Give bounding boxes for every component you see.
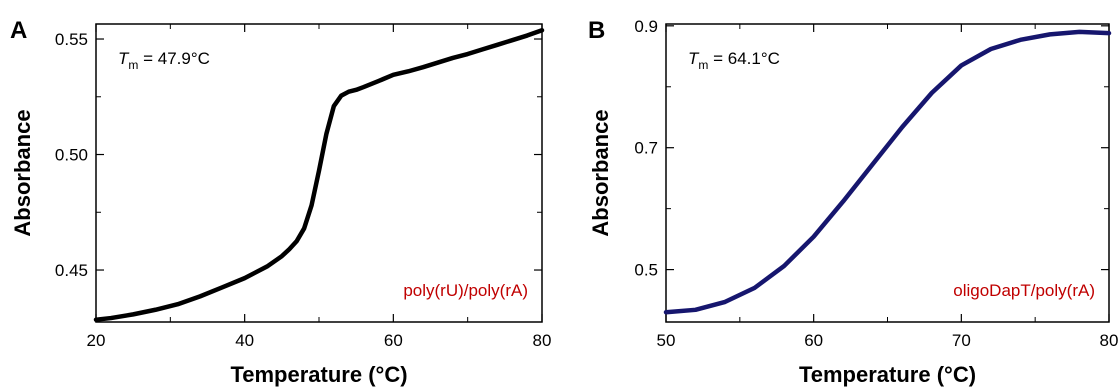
y-axis-title: Absorbance (10, 109, 35, 236)
x-axis-title: Temperature (°C) (230, 362, 407, 387)
y-tick-label: 0.9 (634, 17, 658, 36)
tm-subscript: m (128, 58, 138, 72)
tm-subscript: m (698, 58, 708, 72)
tm-value: = 64.1°C (708, 49, 780, 68)
x-tick-label: 80 (1100, 331, 1119, 350)
x-tick-label: 50 (657, 331, 676, 350)
series-line (93, 27, 545, 322)
y-tick-label: 0.45 (55, 261, 88, 280)
panel-letter: B (588, 17, 605, 44)
tm-value: = 47.9°C (138, 49, 210, 68)
tm-annotation: Tm = 47.9°C (118, 49, 210, 72)
y-tick-label: 0.5 (634, 261, 658, 280)
plot-frame (665, 23, 1110, 323)
x-tick-label: 60 (384, 331, 403, 350)
x-tick-label: 80 (533, 331, 552, 350)
series-label: poly(rU)/poly(rA) (403, 281, 528, 300)
series-line (663, 29, 1112, 315)
x-axis-title: Temperature (°C) (799, 362, 976, 387)
y-axis-title: Absorbance (588, 109, 613, 236)
x-tick-label: 40 (235, 331, 254, 350)
x-tick-label: 60 (804, 331, 823, 350)
x-tick-label: 70 (952, 331, 971, 350)
panel-letter: A (10, 17, 27, 44)
panel-a: 20 40 60 80 0.45 0.50 0.55 Temperature (°C) Abso… (10, 17, 551, 387)
tm-symbol: T (688, 49, 700, 68)
y-tick-label: 0.7 (634, 139, 658, 158)
series-label: oligoDapT/poly(rA) (953, 281, 1095, 300)
y-tick-label: 0.50 (55, 146, 88, 165)
panel-b: 50 60 70 80 0.5 0.7 0.9 Temperature (°C) Absorba… (588, 17, 1118, 387)
x-tick-label: 20 (87, 331, 106, 350)
y-tick-label: 0.55 (55, 30, 88, 49)
tm-symbol: T (118, 49, 130, 68)
tm-annotation: Tm = 64.1°C (688, 49, 780, 72)
